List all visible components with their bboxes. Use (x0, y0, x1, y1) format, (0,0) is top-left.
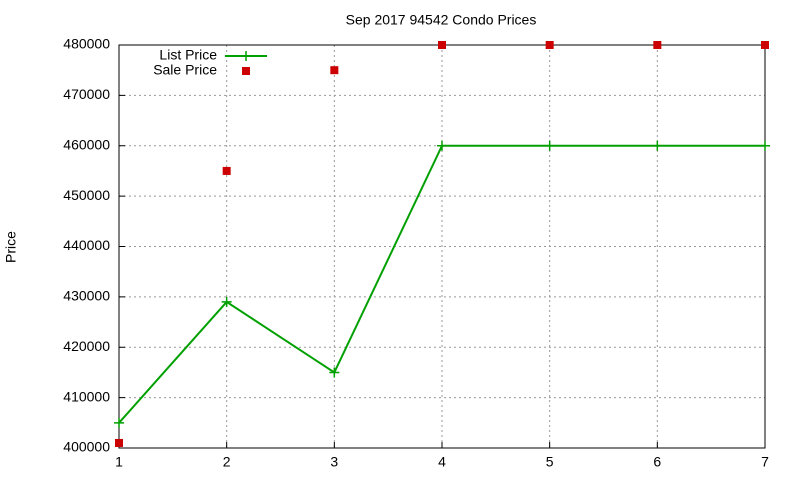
y-tick-label: 460000 (63, 136, 110, 152)
legend-marker (242, 67, 250, 75)
y-tick-label: 410000 (63, 388, 110, 404)
data-point (329, 367, 340, 378)
chart-title: Sep 2017 94542 Condo Prices (346, 12, 537, 28)
legend-label: Sale Price (153, 62, 217, 78)
y-tick-label: 430000 (63, 288, 110, 304)
y-tick-label: 400000 (63, 439, 110, 455)
x-tick-label: 7 (761, 454, 769, 470)
y-tick-label: 470000 (63, 86, 110, 102)
y-tick-label: 420000 (63, 338, 110, 354)
data-point (760, 140, 770, 151)
data-point (114, 417, 124, 428)
x-tick-label: 5 (546, 454, 554, 470)
x-tick-label: 2 (223, 454, 231, 470)
x-tick-label: 4 (438, 454, 446, 470)
x-tick-label: 6 (653, 454, 661, 470)
x-tick-label: 3 (330, 454, 338, 470)
data-point (115, 438, 123, 447)
data-point (545, 41, 554, 49)
x-tick-label: 1 (115, 454, 123, 470)
legend-label: List Price (159, 47, 217, 63)
data-point (437, 140, 447, 151)
data-point (222, 166, 231, 175)
data-point (330, 66, 339, 75)
data-point (652, 140, 663, 151)
y-tick-label: 480000 (63, 36, 110, 52)
data-point (438, 41, 446, 49)
data-point (544, 140, 555, 151)
data-point (653, 41, 662, 49)
data-point (761, 41, 769, 49)
legend-marker (241, 51, 251, 61)
y-tick-label: 440000 (63, 237, 110, 253)
y-axis-label: Price (3, 231, 19, 263)
y-tick-label: 450000 (63, 187, 110, 203)
data-point (221, 296, 232, 307)
